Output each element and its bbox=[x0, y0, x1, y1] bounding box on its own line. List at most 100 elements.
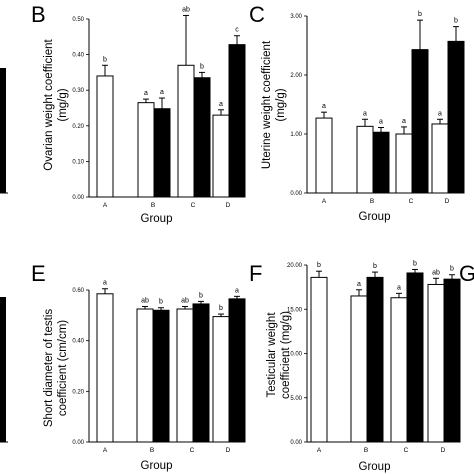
y-axis-title-line: Uterine weight coefficient bbox=[261, 40, 273, 169]
bar-open bbox=[427, 283, 445, 443]
bar-filled bbox=[443, 278, 461, 443]
panel-g-fragment: G bbox=[459, 261, 474, 286]
panel-letter-c: C bbox=[249, 2, 265, 27]
x-category-label: D bbox=[441, 447, 446, 454]
bar-open bbox=[350, 295, 368, 443]
bar-filled bbox=[411, 49, 429, 194]
y-axis-title: Testicular weight coefficient (mg/g) bbox=[266, 311, 292, 399]
y-axis-title-line: (mg/g) bbox=[275, 88, 287, 121]
significance-label: b bbox=[418, 11, 422, 18]
bar-filled bbox=[193, 77, 211, 198]
y-axis-title: Short diameter of testis coefficient (cm/… bbox=[43, 309, 69, 427]
bar-filled bbox=[152, 309, 170, 443]
significance-label: b bbox=[454, 18, 458, 25]
significance-label: c bbox=[235, 27, 239, 34]
bar-open bbox=[212, 114, 230, 198]
y-tick-label: 0.00 bbox=[72, 195, 84, 201]
bar-open bbox=[315, 117, 333, 194]
x-category-label: D bbox=[226, 447, 231, 454]
bar-open bbox=[395, 133, 413, 194]
significance-label: ab bbox=[432, 269, 440, 276]
x-category-label: B bbox=[150, 447, 154, 454]
x-axis-title: Group bbox=[141, 213, 173, 225]
y-tick-label: 10.00 bbox=[287, 352, 303, 358]
y-axis-title-line: Short diameter of testis bbox=[43, 309, 55, 427]
significance-label: b bbox=[200, 63, 204, 70]
y-tick-label: 2.00 bbox=[290, 73, 302, 79]
bar-filled bbox=[153, 108, 171, 198]
significance-label: b bbox=[317, 262, 321, 269]
significance-label: a bbox=[103, 280, 107, 287]
y-tick-label: 3.00 bbox=[290, 14, 302, 20]
x-category-label: B bbox=[370, 198, 374, 205]
chart-panel-f: 0.00 5.00 10.00 15.00 20.00 Testicular weight… bbox=[266, 260, 461, 473]
y-axis-title-line: coefficient (mg/g) bbox=[280, 311, 292, 399]
x-category-label: B bbox=[151, 202, 155, 209]
bar-filled bbox=[366, 276, 384, 443]
y-tick-label: 20.00 bbox=[287, 263, 303, 269]
bar-open bbox=[96, 293, 114, 443]
y-tick-label: 5.00 bbox=[290, 396, 302, 402]
y-tick-label: 0.00 bbox=[72, 440, 84, 446]
y-tick-label: 0.60 bbox=[72, 288, 84, 294]
bar-open bbox=[136, 308, 154, 443]
y-tick-label: 0.20 bbox=[72, 389, 84, 395]
y-axis-title-line: coefficient (cm/cm) bbox=[57, 320, 69, 416]
panel-letter-f: F bbox=[249, 261, 262, 286]
significance-label: a bbox=[235, 287, 239, 294]
bar-filled bbox=[228, 44, 246, 198]
x-axis-title: Group bbox=[359, 211, 391, 223]
x-category-label: B bbox=[364, 447, 368, 454]
x-axis-title: Group bbox=[141, 460, 173, 472]
panel-a-bar-fragment bbox=[0, 68, 6, 193]
bar-open bbox=[137, 102, 155, 198]
y-tick-label: 0.30 bbox=[72, 88, 84, 94]
significance-label: a bbox=[144, 90, 148, 97]
x-category-label: D bbox=[226, 202, 231, 209]
bar-filled bbox=[447, 40, 465, 194]
significance-label: a bbox=[402, 118, 406, 125]
panel-letter-b: B bbox=[31, 2, 46, 27]
significance-label: b bbox=[450, 266, 454, 273]
panel-letter-e: E bbox=[31, 261, 46, 286]
significance-label: ab bbox=[182, 6, 190, 13]
significance-label: a bbox=[322, 103, 326, 110]
y-tick-label: 0.20 bbox=[72, 124, 84, 130]
chart-panel-e: 0.00 0.20 0.40 0.60 Short diameter of testis… bbox=[43, 280, 246, 472]
significance-label: ab bbox=[141, 297, 149, 304]
significance-label: b bbox=[219, 305, 223, 312]
chart-panel-b: 0.00 0.10 0.20 0.30 0.40 0.50 Ovarian weight c… bbox=[43, 6, 246, 225]
significance-label: a bbox=[160, 89, 164, 96]
x-category-label: D bbox=[445, 198, 450, 205]
panel-letter-g: G bbox=[459, 261, 474, 286]
x-category-label: C bbox=[404, 447, 409, 454]
x-category-label: A bbox=[322, 198, 327, 205]
significance-label: b bbox=[103, 56, 107, 63]
y-tick-label: 0.00 bbox=[290, 440, 302, 446]
bar-filled bbox=[372, 131, 390, 194]
significance-label: a bbox=[357, 281, 361, 288]
x-category-label: C bbox=[190, 447, 195, 454]
significance-label: ab bbox=[181, 297, 189, 304]
chart-panel-c: 0.00 1.00 2.00 3.00 Uterine weight coefficie… bbox=[261, 11, 465, 223]
bar-open bbox=[431, 123, 449, 194]
x-category-label: C bbox=[191, 202, 196, 209]
significance-label: b bbox=[413, 260, 417, 267]
y-tick-label: 0.40 bbox=[72, 53, 84, 59]
y-axis-title: Uterine weight coefficient (mg/g) bbox=[261, 40, 287, 169]
significance-label: a bbox=[397, 284, 401, 291]
significance-label: a bbox=[379, 119, 383, 126]
x-category-label: A bbox=[103, 202, 108, 209]
bar-filled bbox=[406, 272, 424, 443]
significance-label: a bbox=[219, 101, 223, 108]
y-tick-label: 1.00 bbox=[290, 132, 302, 138]
y-axis-title-line: Testicular weight bbox=[266, 312, 278, 398]
bar-open bbox=[96, 75, 114, 198]
x-category-label: C bbox=[409, 198, 414, 205]
x-axis-title: Group bbox=[359, 461, 391, 473]
y-tick-label: 0.10 bbox=[72, 159, 84, 165]
significance-label: b bbox=[373, 263, 377, 270]
significance-label: a bbox=[363, 110, 367, 117]
y-axis-title: Ovarian weight coefficient (mg/g) bbox=[43, 38, 69, 170]
